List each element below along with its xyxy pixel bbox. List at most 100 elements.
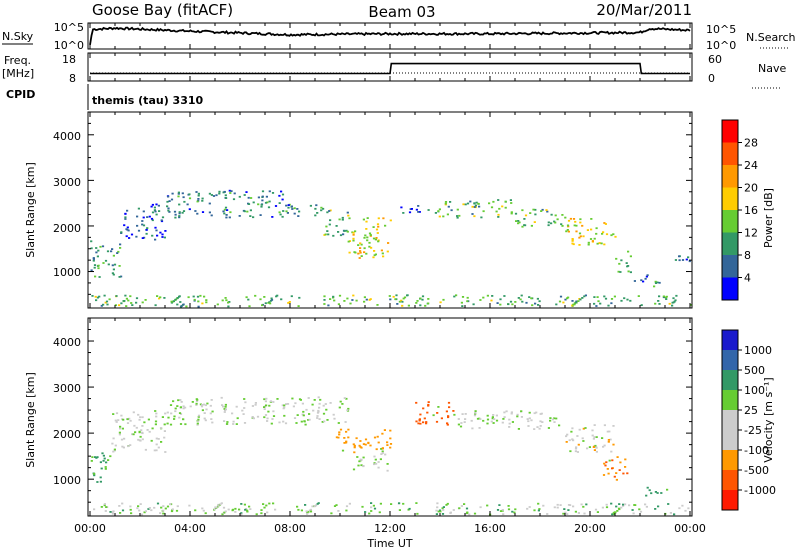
data-cell [94,456,97,458]
data-cell [319,398,322,401]
data-cell [400,206,403,209]
data-cell [228,189,231,192]
data-cell [222,210,225,213]
data-cell [533,221,536,223]
data-cell [138,439,141,442]
data-cell [497,213,500,216]
data-cell [490,420,493,423]
data-cell [103,457,106,460]
data-cell [360,255,363,257]
data-cell [465,507,469,510]
data-cell [121,445,124,448]
data-cell [439,510,442,513]
data-cell [131,304,134,306]
data-cell [509,300,513,303]
data-cell [450,209,453,212]
data-cell [640,304,643,306]
data-cell [568,439,571,442]
power-ytick-3000: 3000 [53,176,81,189]
data-cell [591,434,594,437]
data-cell [154,210,157,213]
data-cell [584,294,587,297]
data-cell [377,466,380,469]
data-cell [510,411,513,414]
data-cell [218,192,221,195]
colorbar-tick-label: 8 [744,249,751,262]
data-cell [159,512,162,514]
data-cell [604,464,607,467]
data-cell [347,436,350,439]
data-cell [276,398,279,400]
data-cell [327,304,330,307]
data-cell [398,300,401,303]
data-cell [270,297,273,300]
data-cell [370,510,373,512]
data-cell [153,506,156,509]
data-cell [182,418,185,421]
data-cell [282,420,285,423]
data-cell [595,227,598,230]
data-cell [577,300,580,302]
data-cell [343,437,346,439]
data-cell [688,260,691,263]
data-cell [339,234,343,237]
colorbar-tick-label: 4 [744,272,751,285]
data-cell [139,435,142,438]
data-cell [132,433,135,436]
data-cell [135,426,138,429]
data-cell [612,513,615,515]
data-cell [293,417,297,419]
data-cell [604,297,608,300]
data-cell [308,413,311,415]
data-cell [602,231,605,234]
data-cell [155,437,158,440]
data-cell [418,211,421,213]
data-cell [176,303,179,306]
data-cell [338,431,341,434]
data-cell [455,294,458,297]
data-cell [329,209,332,212]
data-cell [151,211,155,214]
data-cell [96,296,99,299]
data-cell [486,294,489,297]
data-cell [587,243,590,246]
data-cell [244,401,247,404]
data-cell [269,302,272,305]
data-cell [119,247,122,249]
data-cell [373,254,376,257]
data-cell [290,205,293,208]
data-cell [534,213,537,216]
data-cell [251,405,254,407]
data-cell [417,211,420,213]
data-cell [422,407,425,410]
data-cell [442,509,445,511]
data-cell [387,242,390,244]
data-cell [468,513,471,516]
data-cell [567,230,570,233]
data-cell [158,297,161,300]
data-cell [143,421,146,424]
data-cell [238,508,241,511]
data-cell [482,296,485,299]
data-cell [117,250,120,253]
data-cell [228,301,231,303]
data-cell [353,444,356,447]
frequency-line [90,62,690,75]
data-cell [559,504,562,506]
data-cell [508,422,511,425]
colorbar-tick-label: -25 [744,424,762,437]
data-cell [115,412,119,415]
data-cell [403,296,407,299]
data-cell [567,296,570,299]
data-cell [290,295,293,298]
data-cell [348,240,351,242]
data-cell [291,208,294,210]
data-cell [514,301,517,303]
data-cell [286,403,290,405]
time-tick-3: 12:00 [374,522,406,535]
data-cell [610,298,614,300]
data-cell [458,214,461,217]
data-cell [375,448,378,451]
colorbar-cell [722,330,738,351]
data-cell [373,436,377,439]
